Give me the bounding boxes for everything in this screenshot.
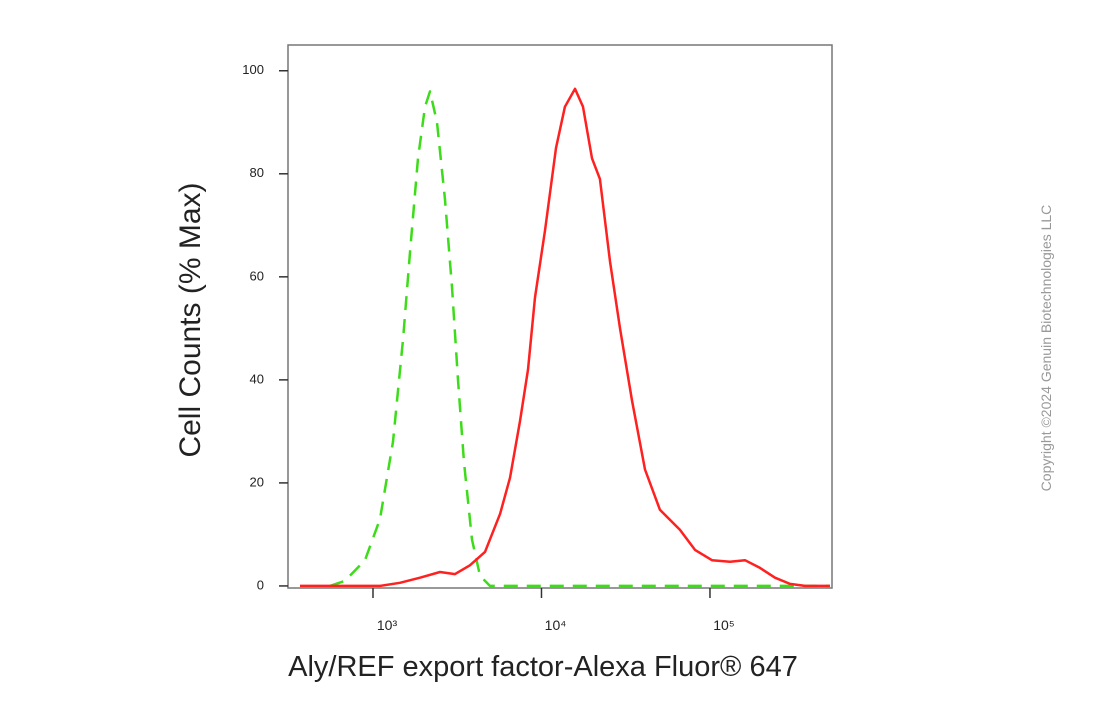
x-axis-label: Aly/REF export factor-Alexa Fluor® 647 — [288, 651, 798, 683]
series-line — [329, 90, 830, 588]
x-tick-label: 10⁵ — [713, 617, 734, 633]
series-line — [300, 87, 830, 588]
y-tick-label: 80 — [250, 165, 264, 180]
y-tick-label: 60 — [250, 268, 264, 283]
y-tick-label: 0 — [257, 577, 264, 592]
y-tick-label: 100 — [242, 62, 264, 77]
copyright: Copyright ©2024 Genuin Biotechnologies L… — [1038, 205, 1054, 492]
x-tick-label: 10⁴ — [545, 617, 567, 633]
plot-frame — [287, 44, 833, 589]
y-axis-label: Cell Counts (% Max) — [174, 182, 207, 457]
x-tick-label: 10³ — [377, 617, 398, 633]
y-tick-label: 20 — [250, 474, 264, 489]
y-tick-label: 40 — [250, 371, 264, 386]
